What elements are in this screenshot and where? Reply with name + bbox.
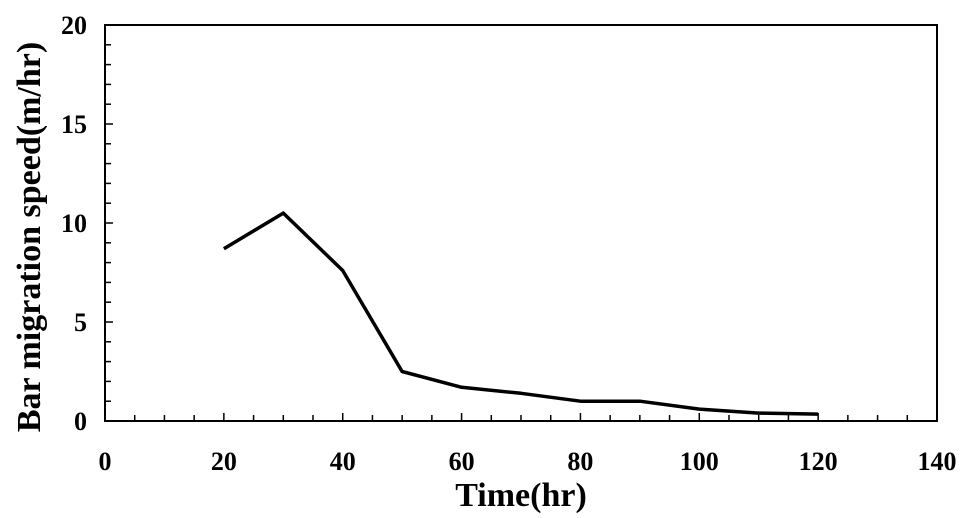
- x-tick-label: 80: [567, 447, 593, 476]
- series-group: [223, 211, 819, 416]
- y-axis-tick-labels: 0 5 10 15 20: [61, 11, 87, 436]
- x-tick-label: 20: [211, 447, 237, 476]
- x-axis-title: Time(hr): [455, 477, 587, 514]
- y-tick-label: 20: [61, 11, 87, 40]
- x-tick-label: 140: [918, 447, 957, 476]
- x-axis-tick-labels: 0 20 40 60 80 100 120 140: [99, 447, 957, 476]
- x-tick-label: 40: [330, 447, 356, 476]
- plot-area: 0 20 40 60 80 100 120 140 0 5 10 15 20: [61, 11, 957, 476]
- plot-frame: [104, 24, 938, 422]
- y-axis-title: Bar migration speed(m/hr): [11, 42, 48, 432]
- series-line: [223, 211, 819, 416]
- x-tick-label: 100: [680, 447, 719, 476]
- y-tick-label: 0: [74, 407, 87, 436]
- y-axis-ticks: [105, 24, 113, 422]
- x-tick-label: 0: [99, 447, 112, 476]
- y-tick-label: 10: [61, 209, 87, 238]
- y-tick-label: 5: [74, 308, 87, 337]
- y-tick-label: 15: [61, 110, 87, 139]
- x-tick-label: 60: [449, 447, 475, 476]
- x-tick-label: 120: [799, 447, 838, 476]
- x-axis-ticks: [104, 413, 938, 421]
